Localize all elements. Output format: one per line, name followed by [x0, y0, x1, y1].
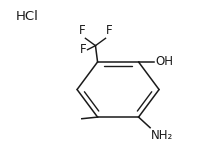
Text: OH: OH [155, 55, 173, 68]
Text: F: F [79, 43, 86, 56]
Text: NH₂: NH₂ [151, 129, 173, 142]
Text: F: F [79, 24, 86, 37]
Text: HCl: HCl [16, 10, 39, 23]
Text: F: F [105, 24, 112, 37]
